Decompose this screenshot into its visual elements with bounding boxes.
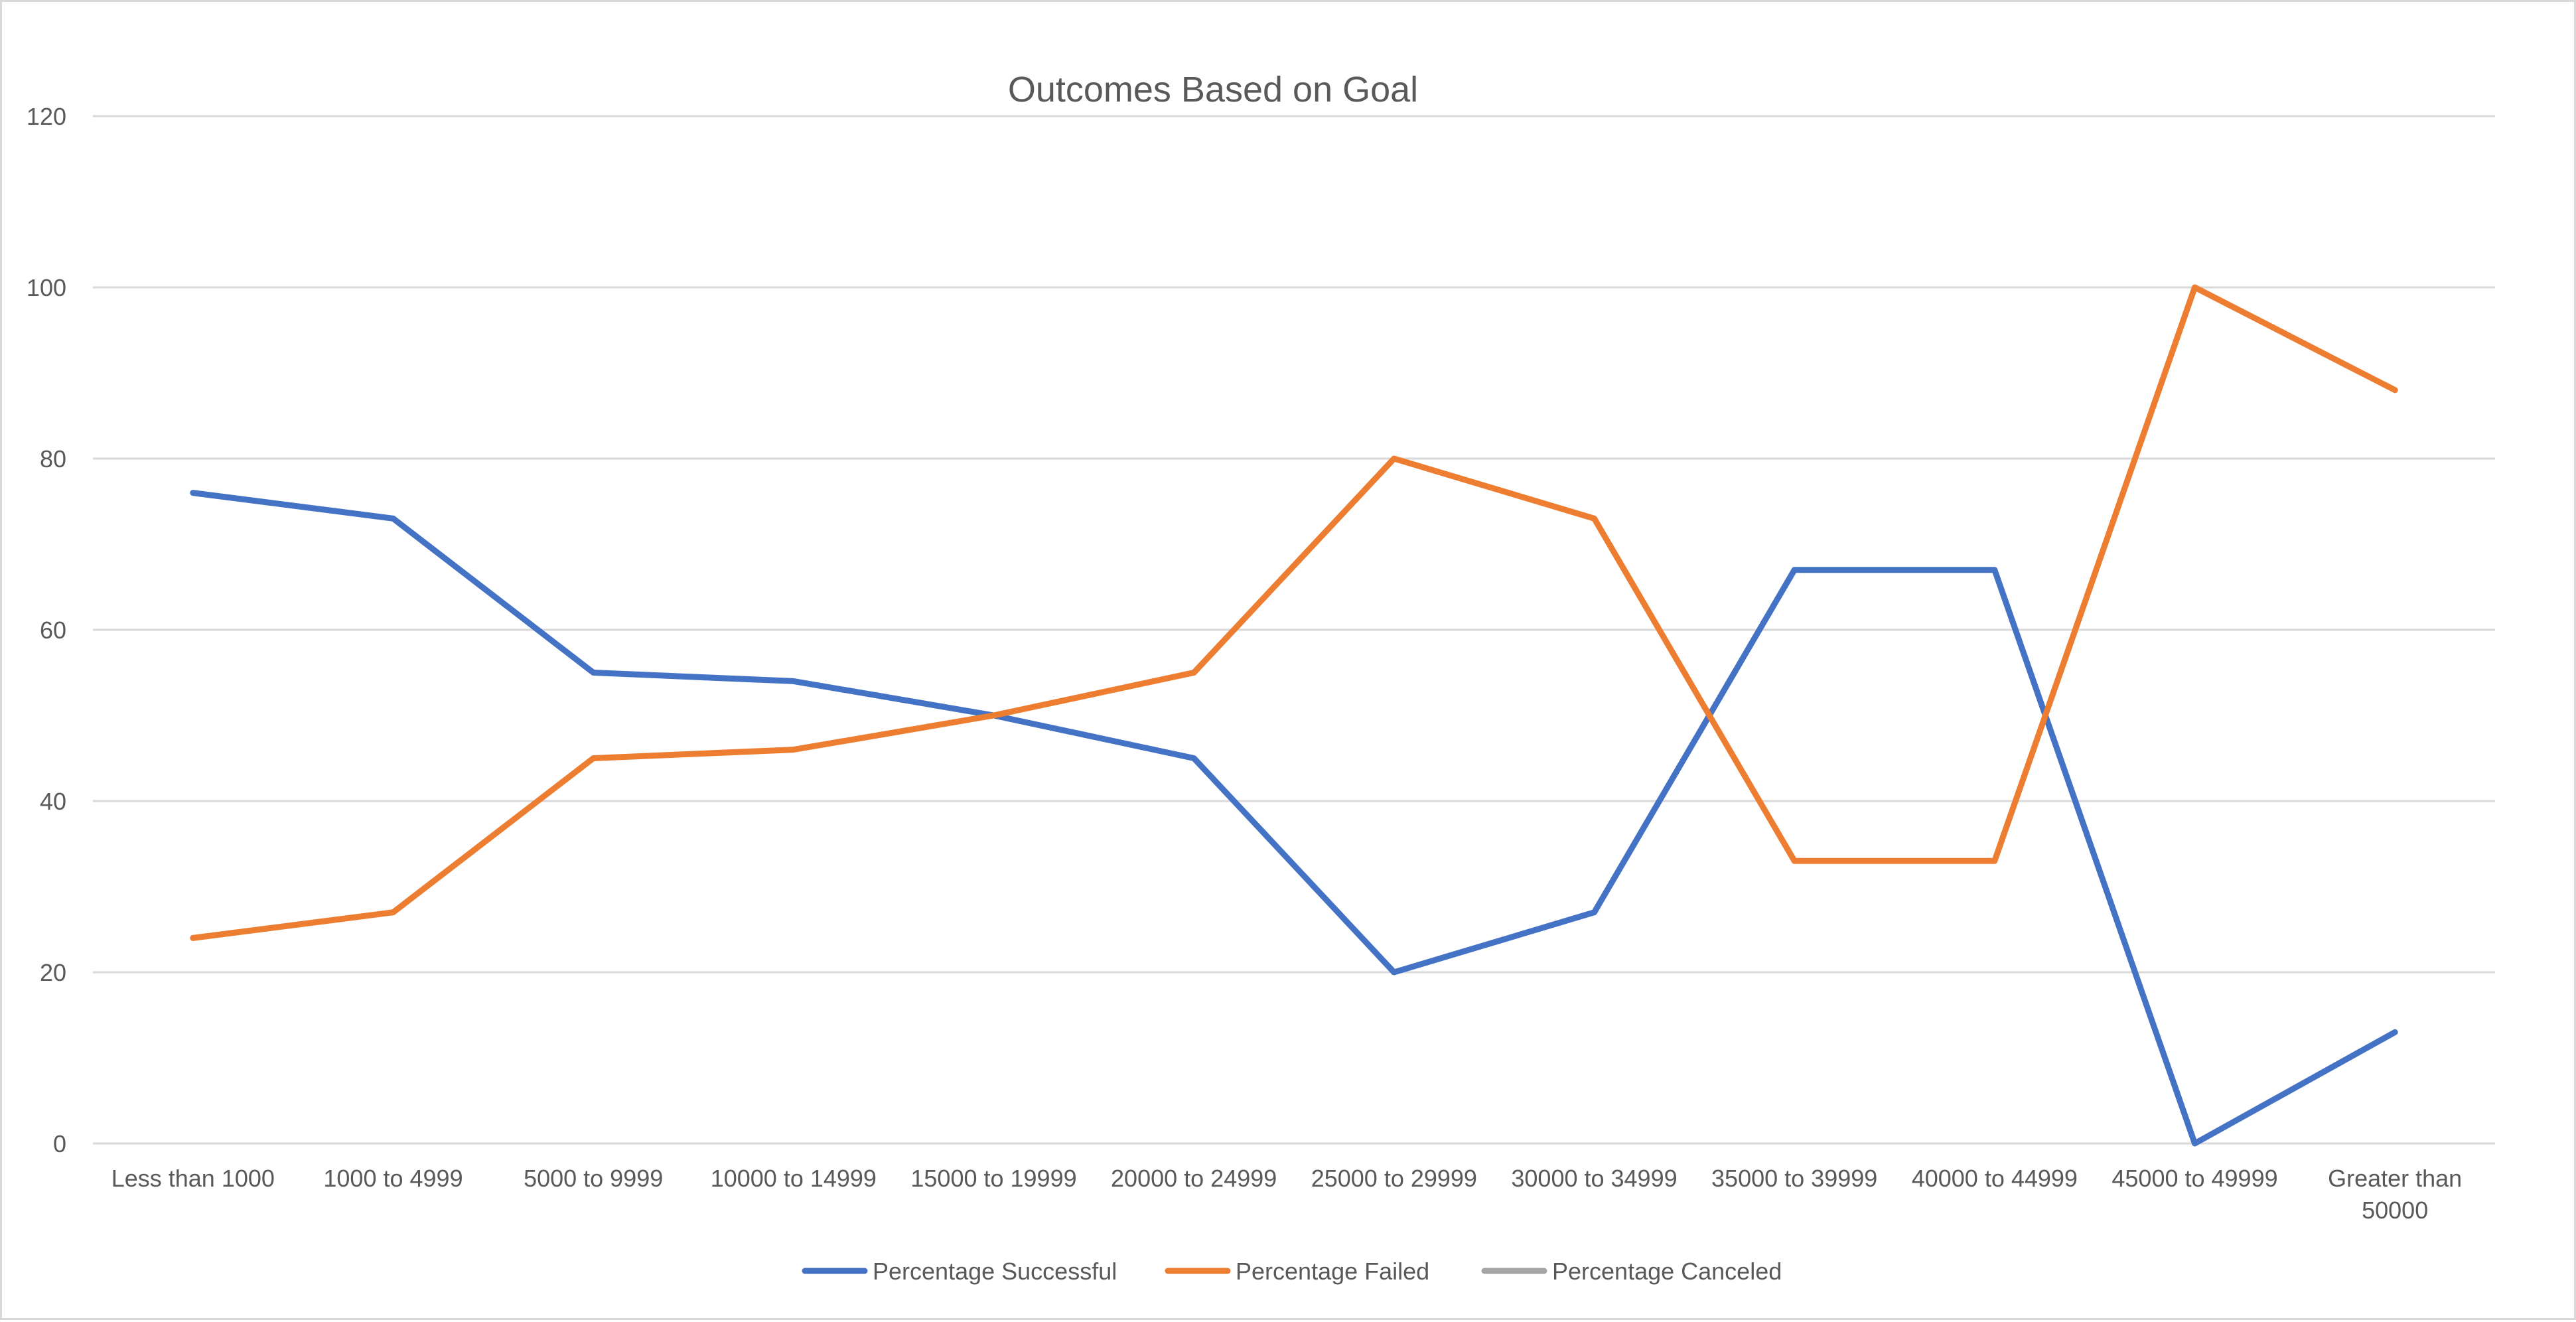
x-tick-label: 10000 to 14999 bbox=[711, 1165, 877, 1192]
legend-item: Percentage Canceled bbox=[1484, 1258, 1782, 1285]
legend-label: Percentage Canceled bbox=[1552, 1258, 1782, 1285]
legend-item: Percentage Successful bbox=[805, 1258, 1117, 1285]
x-tick-label-line: 35000 to 39999 bbox=[1711, 1165, 1877, 1192]
x-tick-label-line: Less than 1000 bbox=[111, 1165, 275, 1192]
series-line-percentage-successful bbox=[193, 493, 2395, 1143]
x-tick-label: 25000 to 29999 bbox=[1311, 1165, 1477, 1192]
gridlines bbox=[93, 116, 2495, 1143]
chart-title: Outcomes Based on Goal bbox=[1008, 70, 1418, 110]
y-tick-label: 0 bbox=[53, 1130, 66, 1157]
x-tick-label-line: Greater than bbox=[2328, 1165, 2462, 1192]
x-tick-label-line: 30000 to 34999 bbox=[1511, 1165, 1677, 1192]
x-tick-label: 1000 to 4999 bbox=[323, 1165, 463, 1192]
x-tick-label: 40000 to 44999 bbox=[1912, 1165, 2078, 1192]
x-tick-label: 35000 to 39999 bbox=[1711, 1165, 1877, 1192]
x-axis-tick-labels: Less than 1000 1000 to 4999 5000 to 9999 10… bbox=[111, 1165, 2462, 1224]
x-tick-label-line: 5000 to 9999 bbox=[524, 1165, 663, 1192]
x-tick-label-line: 40000 to 44999 bbox=[1912, 1165, 2078, 1192]
x-tick-label-line: 25000 to 29999 bbox=[1311, 1165, 1477, 1192]
x-tick-label: 45000 to 49999 bbox=[2111, 1165, 2277, 1192]
x-tick-label-line: 20000 to 24999 bbox=[1111, 1165, 1277, 1192]
y-tick-label: 120 bbox=[27, 103, 66, 130]
y-tick-label: 80 bbox=[40, 445, 66, 473]
x-tick-label: Greater than 50000 bbox=[2328, 1165, 2462, 1224]
series-lines bbox=[193, 287, 2396, 1143]
x-tick-label-line: 1000 to 4999 bbox=[323, 1165, 463, 1192]
legend-item: Percentage Failed bbox=[1168, 1258, 1429, 1285]
x-tick-label: 30000 to 34999 bbox=[1511, 1165, 1677, 1192]
x-tick-label-line: 15000 to 19999 bbox=[910, 1165, 1076, 1192]
series-line-percentage-failed bbox=[193, 287, 2395, 938]
x-tick-label: 15000 to 19999 bbox=[910, 1165, 1076, 1192]
legend-label: Percentage Successful bbox=[873, 1258, 1117, 1285]
x-tick-label-line: 45000 to 49999 bbox=[2111, 1165, 2277, 1192]
legend: Percentage Successful Percentage Failed Pe… bbox=[805, 1258, 1782, 1285]
x-tick-label: Less than 1000 bbox=[111, 1165, 275, 1192]
x-tick-label: 20000 to 24999 bbox=[1111, 1165, 1277, 1192]
x-tick-label-line: 10000 to 14999 bbox=[711, 1165, 877, 1192]
y-tick-label: 60 bbox=[40, 617, 66, 644]
x-tick-label-line: 50000 bbox=[2362, 1197, 2428, 1224]
x-tick-label: 5000 to 9999 bbox=[524, 1165, 663, 1192]
legend-label: Percentage Failed bbox=[1236, 1258, 1429, 1285]
y-tick-label: 100 bbox=[27, 274, 66, 301]
y-axis-tick-labels: 0 20 40 60 80 100 120 bbox=[27, 103, 66, 1157]
y-tick-label: 40 bbox=[40, 788, 66, 815]
y-tick-label: 20 bbox=[40, 959, 66, 986]
